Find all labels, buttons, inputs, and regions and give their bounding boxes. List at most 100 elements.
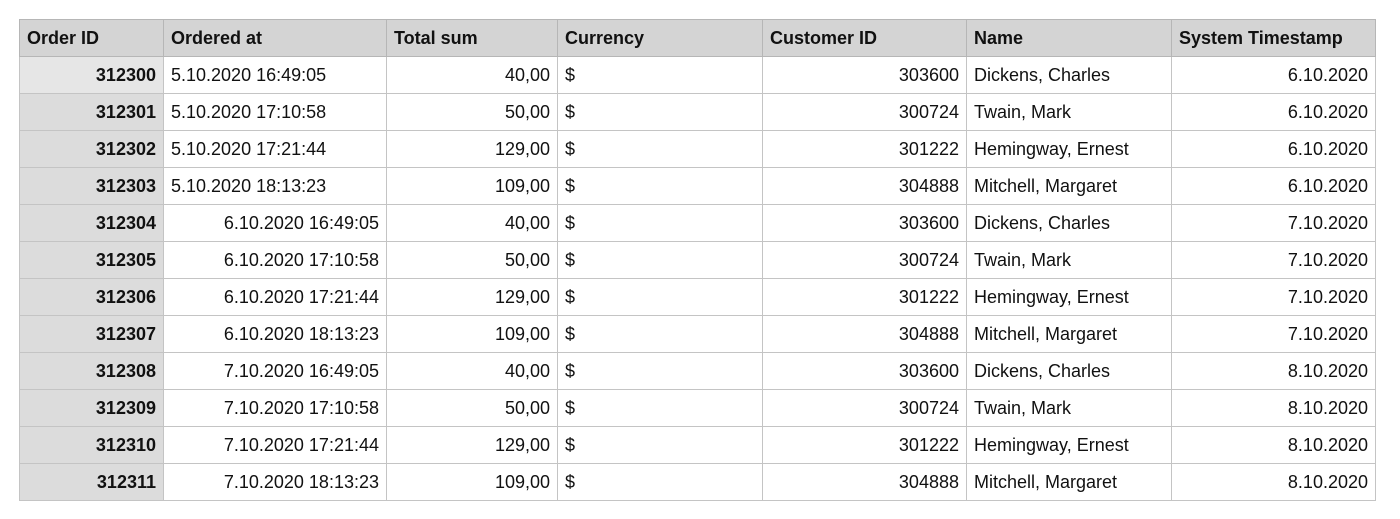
cell-customer-id[interactable]: 304888 <box>762 463 967 501</box>
cell-total-sum[interactable]: 129,00 <box>386 278 558 316</box>
column-header-customer-id[interactable]: Customer ID <box>762 19 967 57</box>
cell-total-sum[interactable]: 40,00 <box>386 204 558 242</box>
cell-ordered-at[interactable]: 7.10.2020 18:13:23 <box>163 463 387 501</box>
cell-name[interactable]: Dickens, Charles <box>966 204 1172 242</box>
cell-customer-id[interactable]: 303600 <box>762 56 967 94</box>
table-row: 312305 6.10.2020 17:10:58 50,00 $300724 Twai… <box>19 241 1376 279</box>
cell-ordered-at[interactable]: 6.10.2020 17:10:58 <box>163 241 387 279</box>
cell-ordered-at[interactable]: 5.10.2020 16:49:05 <box>163 56 387 94</box>
cell-order-id[interactable]: 312300 <box>19 56 164 94</box>
cell-name[interactable]: Dickens, Charles <box>966 352 1172 390</box>
cell-ordered-at[interactable]: 6.10.2020 18:13:23 <box>163 315 387 353</box>
cell-system-timestamp[interactable]: 8.10.2020 <box>1171 426 1376 464</box>
column-header-currency[interactable]: Currency <box>557 19 763 57</box>
table-row: 312303 5.10.2020 18:13:23 109,00 $304888 Mit… <box>19 167 1376 205</box>
table-row: 312301 5.10.2020 17:10:58 50,00 $300724 Twai… <box>19 93 1376 131</box>
cell-total-sum[interactable]: 50,00 <box>386 241 558 279</box>
column-header-total-sum[interactable]: Total sum <box>386 19 558 57</box>
cell-ordered-at[interactable]: 7.10.2020 17:21:44 <box>163 426 387 464</box>
cell-name[interactable]: Hemingway, Ernest <box>966 130 1172 168</box>
cell-customer-id[interactable]: 303600 <box>762 352 967 390</box>
cell-total-sum[interactable]: 50,00 <box>386 389 558 427</box>
cell-system-timestamp[interactable]: 6.10.2020 <box>1171 130 1376 168</box>
cell-currency[interactable]: $ <box>557 278 763 316</box>
cell-name[interactable]: Twain, Mark <box>966 389 1172 427</box>
cell-total-sum[interactable]: 40,00 <box>386 56 558 94</box>
column-header-system-timestamp[interactable]: System Timestamp <box>1171 19 1376 57</box>
cell-total-sum[interactable]: 109,00 <box>386 167 558 205</box>
cell-ordered-at[interactable]: 5.10.2020 18:13:23 <box>163 167 387 205</box>
cell-total-sum[interactable]: 109,00 <box>386 315 558 353</box>
table-row: 312307 6.10.2020 18:13:23 109,00 $304888 Mit… <box>19 315 1376 353</box>
cell-currency[interactable]: $ <box>557 167 763 205</box>
cell-customer-id[interactable]: 303600 <box>762 204 967 242</box>
cell-ordered-at[interactable]: 6.10.2020 16:49:05 <box>163 204 387 242</box>
cell-name[interactable]: Mitchell, Margaret <box>966 315 1172 353</box>
table-row: 312302 5.10.2020 17:21:44 129,00 $301222 Hem… <box>19 130 1376 168</box>
cell-name[interactable]: Dickens, Charles <box>966 56 1172 94</box>
cell-customer-id[interactable]: 304888 <box>762 167 967 205</box>
cell-currency[interactable]: $ <box>557 130 763 168</box>
cell-system-timestamp[interactable]: 8.10.2020 <box>1171 389 1376 427</box>
cell-order-id[interactable]: 312303 <box>19 167 164 205</box>
cell-system-timestamp[interactable]: 8.10.2020 <box>1171 352 1376 390</box>
column-header-name[interactable]: Name <box>966 19 1172 57</box>
cell-currency[interactable]: $ <box>557 315 763 353</box>
cell-system-timestamp[interactable]: 8.10.2020 <box>1171 463 1376 501</box>
cell-total-sum[interactable]: 129,00 <box>386 426 558 464</box>
cell-total-sum[interactable]: 129,00 <box>386 130 558 168</box>
cell-order-id[interactable]: 312302 <box>19 130 164 168</box>
cell-order-id[interactable]: 312310 <box>19 426 164 464</box>
cell-total-sum[interactable]: 50,00 <box>386 93 558 131</box>
cell-currency[interactable]: $ <box>557 463 763 501</box>
column-header-ordered-at[interactable]: Ordered at <box>163 19 387 57</box>
cell-currency[interactable]: $ <box>557 352 763 390</box>
cell-name[interactable]: Twain, Mark <box>966 241 1172 279</box>
cell-ordered-at[interactable]: 6.10.2020 17:21:44 <box>163 278 387 316</box>
cell-total-sum[interactable]: 109,00 <box>386 463 558 501</box>
cell-currency[interactable]: $ <box>557 204 763 242</box>
cell-customer-id[interactable]: 300724 <box>762 93 967 131</box>
cell-order-id[interactable]: 312311 <box>19 463 164 501</box>
cell-system-timestamp[interactable]: 7.10.2020 <box>1171 315 1376 353</box>
cell-order-id[interactable]: 312307 <box>19 315 164 353</box>
cell-system-timestamp[interactable]: 7.10.2020 <box>1171 278 1376 316</box>
cell-ordered-at[interactable]: 7.10.2020 16:49:05 <box>163 352 387 390</box>
cell-ordered-at[interactable]: 5.10.2020 17:10:58 <box>163 93 387 131</box>
cell-system-timestamp[interactable]: 6.10.2020 <box>1171 56 1376 94</box>
cell-system-timestamp[interactable]: 7.10.2020 <box>1171 241 1376 279</box>
header-row: Order ID Ordered at Total sum Currency C… <box>19 19 1376 57</box>
cell-currency[interactable]: $ <box>557 93 763 131</box>
cell-currency[interactable]: $ <box>557 241 763 279</box>
cell-order-id[interactable]: 312308 <box>19 352 164 390</box>
cell-system-timestamp[interactable]: 7.10.2020 <box>1171 204 1376 242</box>
cell-currency[interactable]: $ <box>557 426 763 464</box>
cell-name[interactable]: Hemingway, Ernest <box>966 426 1172 464</box>
cell-order-id[interactable]: 312301 <box>19 93 164 131</box>
cell-name[interactable]: Mitchell, Margaret <box>966 463 1172 501</box>
column-header-order-id[interactable]: Order ID <box>19 19 164 57</box>
cell-order-id[interactable]: 312309 <box>19 389 164 427</box>
cell-customer-id[interactable]: 301222 <box>762 130 967 168</box>
cell-ordered-at[interactable]: 7.10.2020 17:10:58 <box>163 389 387 427</box>
cell-name[interactable]: Twain, Mark <box>966 93 1172 131</box>
cell-ordered-at[interactable]: 5.10.2020 17:21:44 <box>163 130 387 168</box>
cell-currency[interactable]: $ <box>557 389 763 427</box>
cell-order-id[interactable]: 312306 <box>19 278 164 316</box>
cell-name[interactable]: Mitchell, Margaret <box>966 167 1172 205</box>
cell-system-timestamp[interactable]: 6.10.2020 <box>1171 167 1376 205</box>
cell-system-timestamp[interactable]: 6.10.2020 <box>1171 93 1376 131</box>
cell-customer-id[interactable]: 301222 <box>762 426 967 464</box>
cell-name[interactable]: Hemingway, Ernest <box>966 278 1172 316</box>
cell-customer-id[interactable]: 300724 <box>762 389 967 427</box>
cell-currency[interactable]: $ <box>557 56 763 94</box>
cell-customer-id[interactable]: 300724 <box>762 241 967 279</box>
cell-total-sum[interactable]: 40,00 <box>386 352 558 390</box>
table-row: 312309 7.10.2020 17:10:58 50,00 $300724 Twai… <box>19 389 1376 427</box>
cell-customer-id[interactable]: 304888 <box>762 315 967 353</box>
table-row: 312300 5.10.2020 16:49:05 40,00 $303600 Dick… <box>19 56 1376 94</box>
cell-order-id[interactable]: 312305 <box>19 241 164 279</box>
orders-table: Order ID Ordered at Total sum Currency C… <box>19 19 1376 501</box>
cell-order-id[interactable]: 312304 <box>19 204 164 242</box>
cell-customer-id[interactable]: 301222 <box>762 278 967 316</box>
